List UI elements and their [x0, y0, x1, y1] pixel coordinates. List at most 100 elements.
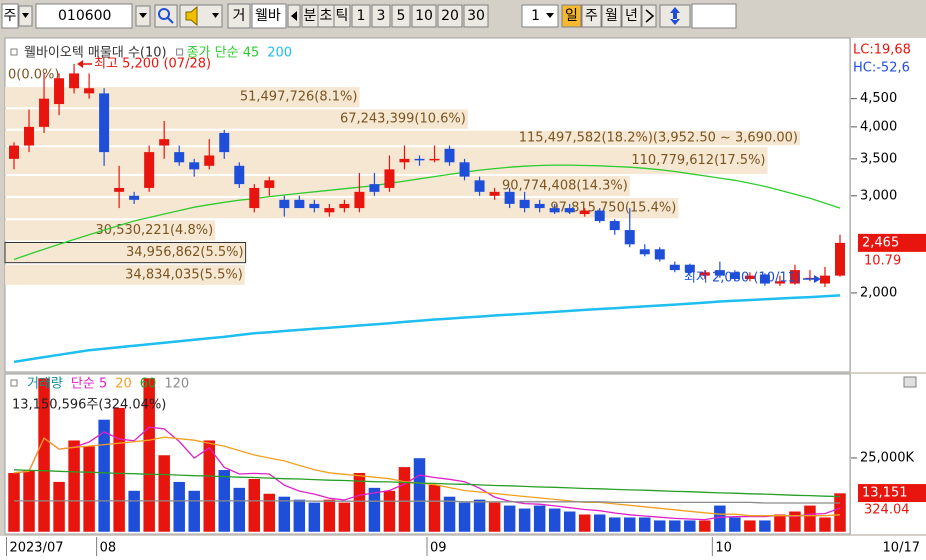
price-volume-label: 115,497,582(18.2%)(3,952.50 ~ 3,690.00) — [519, 130, 798, 145]
volume-bar — [473, 499, 486, 533]
mode: 거 — [233, 8, 246, 24]
legend-entry: 200 — [267, 46, 292, 61]
interval-button[interactable] — [437, 4, 463, 28]
volume-bar — [803, 505, 817, 533]
code-input[interactable] — [35, 3, 133, 29]
scroll-icon — [670, 7, 680, 25]
period-button[interactable] — [561, 4, 582, 28]
candle-body — [594, 210, 605, 222]
unit: 분 — [304, 8, 317, 24]
interval-button[interactable] — [463, 4, 489, 28]
volume-bar — [773, 513, 787, 533]
volume-bar — [623, 516, 636, 533]
volume-bar — [608, 516, 621, 533]
candle-body — [384, 169, 395, 188]
interval-button[interactable] — [371, 4, 391, 28]
market-box[interactable] — [1, 3, 19, 29]
legend-entry: 20 — [115, 377, 132, 392]
interval-button[interactable] — [351, 4, 371, 28]
price-volume-label: 34,834,035(5.5%) — [125, 267, 243, 282]
candle-body — [39, 98, 50, 127]
candle-body — [234, 165, 245, 185]
period: 월 — [605, 8, 618, 24]
candle-body — [714, 270, 725, 276]
candle-body — [294, 199, 305, 209]
volume-bar — [308, 502, 321, 533]
candle-body — [414, 158, 425, 161]
count-box[interactable] — [521, 4, 559, 28]
period-button[interactable] — [601, 4, 622, 28]
mode-button[interactable] — [227, 3, 251, 29]
candle-body — [354, 191, 365, 209]
price-volume-label: 51,497,726(8.1%) — [240, 90, 358, 105]
search-button[interactable] — [154, 4, 178, 28]
candle-body — [264, 180, 275, 188]
candle-body — [204, 155, 215, 166]
unit-button[interactable] — [333, 4, 351, 28]
price-volume-bar — [5, 109, 468, 129]
last-volume: 13,151 — [862, 486, 908, 501]
volume-bar — [157, 454, 171, 533]
dropdown-arrow — [212, 13, 219, 18]
period: 년 — [625, 8, 638, 24]
count: 1 — [531, 8, 540, 24]
dropdown-arrow — [22, 13, 29, 18]
volume-bar — [202, 439, 216, 533]
y-tick-label: 4,500 — [860, 91, 897, 106]
empty-input[interactable] — [691, 3, 737, 29]
volume-bar — [578, 513, 591, 533]
candle-body — [459, 162, 470, 177]
candle-body — [774, 281, 785, 284]
candle-body — [654, 249, 665, 260]
candle-body — [729, 272, 740, 279]
interval-button[interactable] — [411, 4, 437, 28]
interval-button[interactable] — [391, 4, 411, 28]
high-arrowhead — [77, 59, 84, 68]
legend-entry: 60 — [140, 377, 157, 392]
panel-button[interactable] — [903, 376, 917, 388]
candle-body — [639, 249, 650, 255]
panel-title: 웰바이오텍 매물대 수(10) — [24, 46, 167, 61]
period-button[interactable] — [581, 4, 602, 28]
volume-bar — [563, 511, 576, 533]
volume-bar — [728, 516, 742, 533]
volume-bar — [172, 481, 186, 533]
volume-bar — [263, 493, 276, 533]
volume-bar — [698, 519, 712, 533]
volume-bar — [503, 505, 516, 533]
volume-bar — [713, 505, 727, 533]
dropdown-arrow — [139, 13, 147, 18]
price-volume-label: 34,956,862(5.5%) — [126, 245, 244, 260]
volume-bar — [323, 499, 336, 533]
candle-body — [759, 274, 770, 284]
x-tick-label: 2023/07 — [9, 541, 63, 556]
volume-bar — [428, 484, 441, 533]
volume-bar — [52, 481, 66, 533]
sound-button[interactable] — [179, 4, 223, 28]
price-volume-bar — [5, 175, 630, 197]
volume-bar — [37, 377, 51, 533]
ma-line — [13, 469, 841, 498]
price-volume-label: 110,779,612(17.5%) — [631, 153, 765, 168]
volume-bar — [127, 490, 141, 533]
interval: 1 — [357, 8, 366, 24]
volume-bar — [413, 457, 426, 533]
candle-body — [99, 93, 110, 153]
candle-body — [399, 158, 410, 163]
interval: 10 — [415, 8, 433, 24]
legend-swatch — [176, 48, 184, 56]
volume-bar — [353, 472, 366, 533]
candle-body — [609, 221, 620, 231]
period-button[interactable] — [621, 4, 642, 28]
price-volume-label: 0(0.0%) — [8, 68, 59, 83]
volume-bar — [383, 490, 396, 533]
volume-bar — [443, 496, 456, 533]
speaker-icon — [185, 5, 198, 27]
next-button[interactable] — [641, 4, 657, 28]
candle-body — [744, 275, 755, 279]
volume-info: 13,150,596주(324.04%) — [12, 398, 166, 413]
candle-body — [84, 88, 95, 94]
candle-body — [129, 195, 140, 200]
candle-body — [819, 275, 830, 284]
